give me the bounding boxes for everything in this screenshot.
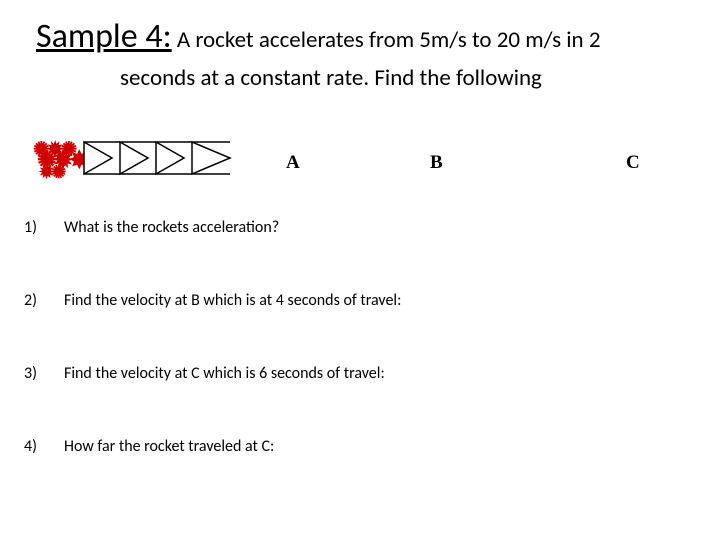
question-text: Find the velocity at C which is 6 second… <box>64 364 680 383</box>
question-number: 3) <box>24 364 64 383</box>
title-heading: Sample 4: <box>36 16 172 57</box>
question-item: 4) How far the rocket traveled at C: <box>24 437 680 456</box>
rocket-diagram: ✺✹✸ ✺✹✺ ✹✺ A B C <box>30 122 670 202</box>
question-text: Find the velocity at B which is at 4 sec… <box>64 291 680 310</box>
question-item: 1) What is the rockets acceleration? <box>24 218 680 237</box>
title-rest: A rocket accelerates from 5m/s to 20 m/s… <box>172 26 601 54</box>
question-text: How far the rocket traveled at C: <box>64 437 680 456</box>
marker-b: B <box>430 152 443 173</box>
question-number: 2) <box>24 291 64 310</box>
rocket-body <box>84 142 230 174</box>
slide-title: Sample 4: A rocket accelerates from 5m/s… <box>36 16 690 59</box>
title-line2: seconds at a constant rate. Find the fol… <box>120 64 542 92</box>
question-number: 1) <box>24 218 64 237</box>
question-text: What is the rockets acceleration? <box>64 218 680 237</box>
svg-text:✺✹✺: ✺✹✺ <box>33 138 78 162</box>
svg-text:✹✺: ✹✺ <box>38 161 66 183</box>
diagram-svg: ✺✹✸ ✺✹✺ ✹✺ A B C <box>30 122 670 202</box>
slide: Sample 4: A rocket accelerates from 5m/s… <box>0 0 720 540</box>
question-number: 4) <box>24 437 64 456</box>
question-list: 1) What is the rockets acceleration? 2) … <box>24 218 680 456</box>
marker-a: A <box>286 152 300 173</box>
rocket-exhaust: ✺✹✸ ✺✹✺ ✹✺ <box>33 138 90 183</box>
marker-c: C <box>626 152 640 173</box>
question-item: 2) Find the velocity at B which is at 4 … <box>24 291 680 310</box>
question-item: 3) Find the velocity at C which is 6 sec… <box>24 364 680 383</box>
